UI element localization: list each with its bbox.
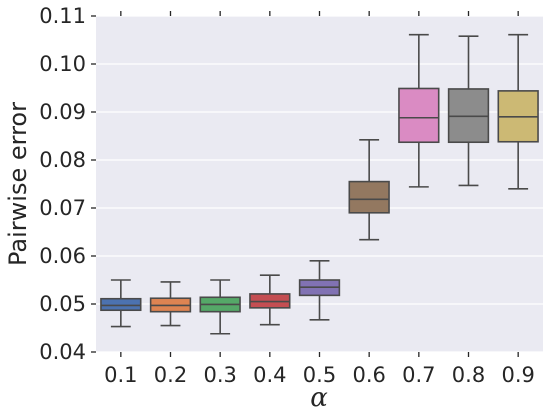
box-0.1	[100, 279, 142, 328]
boxes-group	[100, 33, 539, 335]
box-0.8	[447, 35, 490, 187]
y-tick-label: 0.11	[39, 4, 86, 28]
axis-ticks	[91, 11, 519, 357]
tick-labels: 0.04 0.05 0.06 0.07 0.08 0.09 0.10 0.11 0.1 0.2 0.…	[39, 4, 535, 387]
y-tick-label: 0.10	[39, 52, 86, 76]
y-tick-label: 0.05	[39, 292, 86, 316]
box-0.4	[249, 274, 291, 326]
x-tick-label: 0.3	[203, 363, 236, 387]
x-tick-label: 0.5	[303, 363, 336, 387]
x-tick-label: 0.2	[154, 363, 187, 387]
iqr-box	[100, 297, 142, 312]
x-tick-label: 0.7	[402, 363, 435, 387]
y-tick-label: 0.06	[39, 244, 86, 268]
box-0.5	[298, 259, 341, 321]
y-tick-label: 0.07	[39, 196, 86, 220]
box-0.3	[199, 279, 241, 335]
y-axis-label: Pairwise error	[4, 102, 32, 266]
iqr-box	[348, 180, 390, 214]
x-tick-label: 0.1	[104, 363, 137, 387]
x-tick-label: 0.6	[352, 363, 385, 387]
iqr-box	[398, 87, 440, 144]
y-tick-label: 0.04	[39, 340, 86, 364]
box-0.6	[348, 139, 390, 241]
x-tick-label: 0.8	[452, 363, 485, 387]
x-tick-label: 0.4	[253, 363, 286, 387]
box-0.7	[398, 33, 440, 188]
x-axis-label: α	[310, 383, 328, 413]
y-tick-label: 0.08	[39, 148, 86, 172]
x-tick-label: 0.9	[501, 363, 534, 387]
y-tick-label: 0.09	[39, 100, 86, 124]
box-0.2	[149, 281, 192, 327]
box-0.9	[497, 33, 539, 190]
